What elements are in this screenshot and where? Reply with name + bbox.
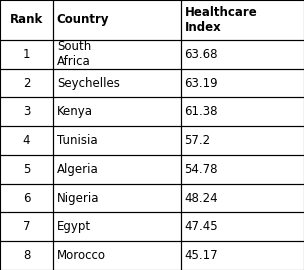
Text: 45.17: 45.17 [185,249,218,262]
Bar [0,69,53,97]
Text: Seychelles: Seychelles [57,77,120,90]
Text: 2: 2 [23,77,30,90]
Bar [53,155,181,184]
Bar [181,126,304,155]
Text: Nigeria: Nigeria [57,192,99,205]
Text: Country: Country [57,14,109,26]
Text: 54.78: 54.78 [185,163,218,176]
Text: 63.68: 63.68 [185,48,218,61]
Text: Healthcare
Index: Healthcare Index [185,6,257,34]
Bar [0,97,53,126]
Bar [53,0,181,40]
Bar [0,212,53,241]
Text: 7: 7 [23,220,30,233]
Bar [53,126,181,155]
Text: South
Africa: South Africa [57,40,91,68]
Text: 63.19: 63.19 [185,77,218,90]
Bar [181,184,304,212]
Bar [53,97,181,126]
Bar [0,155,53,184]
Bar [0,241,53,270]
Bar [53,184,181,212]
Text: 5: 5 [23,163,30,176]
Text: Morocco: Morocco [57,249,106,262]
Text: 8: 8 [23,249,30,262]
Bar [53,40,181,69]
Text: 48.24: 48.24 [185,192,218,205]
Text: 4: 4 [23,134,30,147]
Bar [53,212,181,241]
Bar [181,212,304,241]
Bar [0,126,53,155]
Bar [0,184,53,212]
Bar [181,97,304,126]
Text: Kenya: Kenya [57,105,93,118]
Bar [181,0,304,40]
Text: Algeria: Algeria [57,163,98,176]
Bar [181,40,304,69]
Bar [53,241,181,270]
Text: 47.45: 47.45 [185,220,218,233]
Bar [0,0,53,40]
Text: Tunisia: Tunisia [57,134,98,147]
Bar [181,69,304,97]
Bar [53,69,181,97]
Text: 3: 3 [23,105,30,118]
Text: 61.38: 61.38 [185,105,218,118]
Text: 1: 1 [23,48,30,61]
Bar [0,40,53,69]
Bar [181,155,304,184]
Text: Rank: Rank [10,14,43,26]
Text: 6: 6 [23,192,30,205]
Bar [181,241,304,270]
Text: Egypt: Egypt [57,220,91,233]
Text: 57.2: 57.2 [185,134,211,147]
